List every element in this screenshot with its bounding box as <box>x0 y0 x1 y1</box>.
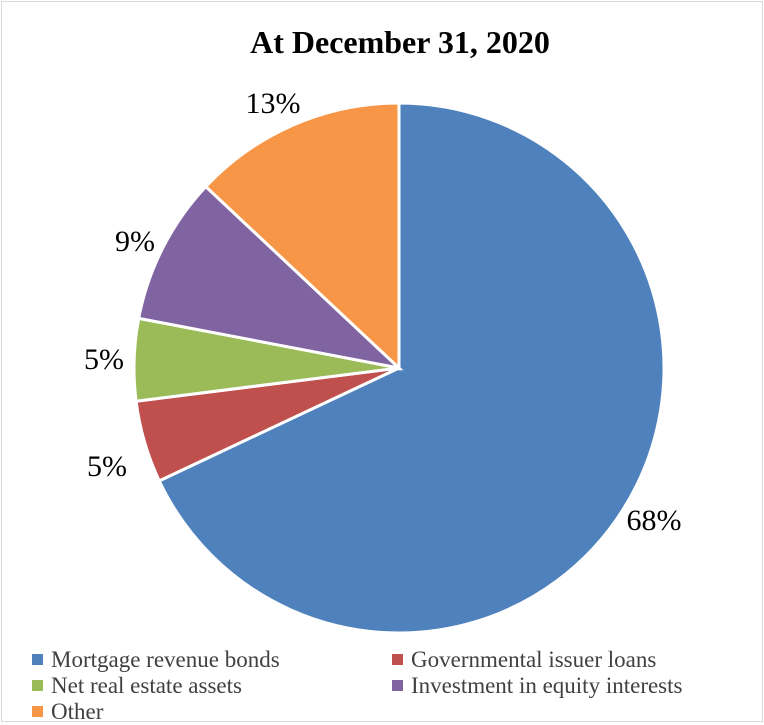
pie-slice-investment-in-equity-interests <box>136 184 404 371</box>
data-label-net-real-estate-assets: 5% <box>84 343 124 376</box>
legend-item-other: Other <box>32 699 103 725</box>
legend-swatch <box>392 654 403 665</box>
pie-chart: 68% 5% 5% 9% 13% <box>84 87 682 635</box>
legend-item-net-real-estate-assets: Net real estate assets <box>32 673 242 699</box>
legend-label: Mortgage revenue bonds <box>51 647 280 672</box>
legend-swatch <box>32 654 43 665</box>
legend-item-governmental-issuer-loans: Governmental issuer loans <box>392 647 656 673</box>
data-label-governmental-issuer-loans: 5% <box>87 450 127 483</box>
pie-slice-mortgage-revenue-bonds <box>157 101 666 635</box>
legend-label: Governmental issuer loans <box>411 647 657 672</box>
chart-title: At December 31, 2020 <box>250 24 550 60</box>
pie-slice-other <box>203 101 401 372</box>
legend-item-investment-in-equity-interests: Investment in equity interests <box>392 673 682 699</box>
legend-item-mortgage-revenue-bonds: Mortgage revenue bonds <box>32 647 280 673</box>
legend-label: Investment in equity interests <box>411 673 683 698</box>
data-label-mortgage-revenue-bonds: 68% <box>627 504 682 537</box>
data-label-investment-in-equity-interests: 9% <box>115 225 155 258</box>
legend-swatch <box>392 680 403 691</box>
legend-swatch <box>32 680 43 691</box>
data-label-other: 13% <box>246 87 301 120</box>
legend-label: Net real estate assets <box>51 673 242 698</box>
legend-label: Other <box>51 699 104 724</box>
legend-swatch <box>32 706 43 717</box>
